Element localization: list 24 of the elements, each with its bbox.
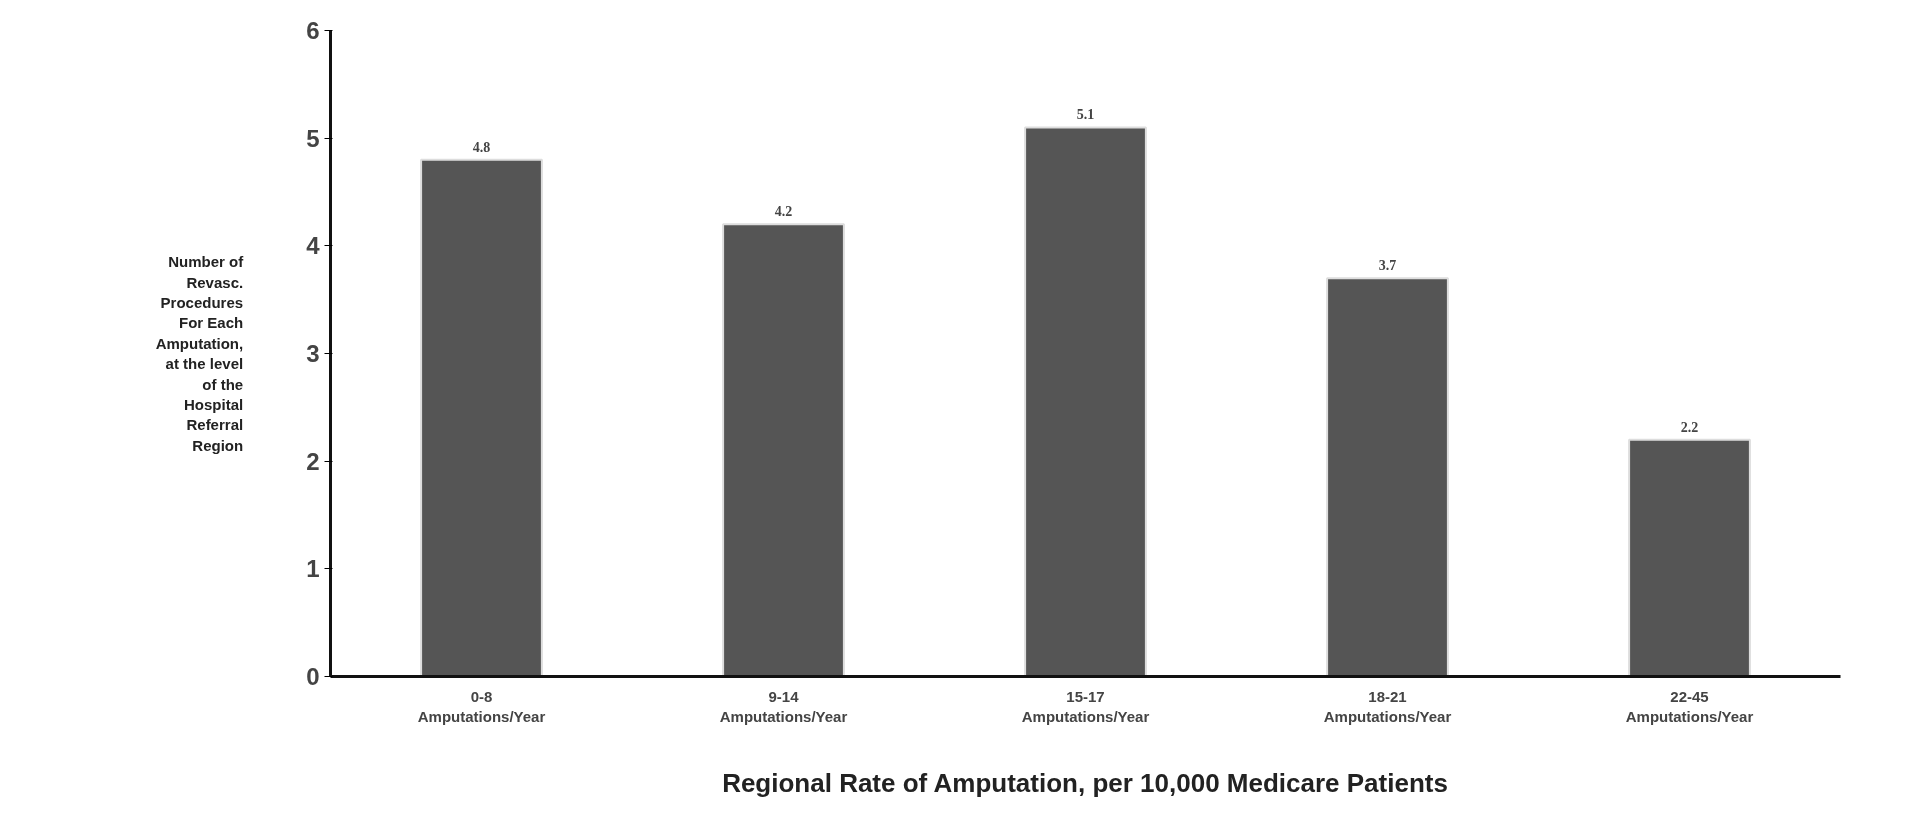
y-tick-label: 0 xyxy=(306,663,320,690)
data-label: 5.1 xyxy=(1076,107,1095,123)
data-label: 4.2 xyxy=(774,204,793,220)
text: Number of Revasc. Procedures For Each Amputation, at the level of the Hospital Referral Region xyxy=(155,253,244,454)
data-label: 4.8 xyxy=(472,139,491,155)
x-tick-label: 9-14 Amputations/Year xyxy=(719,687,848,725)
data-label: 2.2 xyxy=(1680,419,1699,435)
x-tick-label: 18-21 Amputations/Year xyxy=(1323,687,1452,725)
bar xyxy=(1326,277,1449,677)
y-tick-label: 4 xyxy=(306,232,321,260)
bar xyxy=(1024,126,1147,677)
y-tick-label: 5 xyxy=(306,124,320,152)
y-tick-label: 2 xyxy=(306,447,320,475)
bar xyxy=(420,158,543,677)
x-tick-label: 15-17 Amputations/Year xyxy=(1021,687,1150,725)
x-tick-label: 0-8 Amputations/Year xyxy=(417,687,546,725)
x-axis-title: Regional Rate of Amputation, per 10,000 Medicare Patients xyxy=(722,767,1448,798)
bar xyxy=(722,223,845,677)
x-tick-label: 22-45 Amputations/Year xyxy=(1625,687,1754,725)
bar xyxy=(1628,438,1751,677)
y-tick-label: 6 xyxy=(306,17,320,44)
y-tick-label: 3 xyxy=(306,340,320,367)
data-label: 3.7 xyxy=(1378,258,1397,274)
y-tick-label: 1 xyxy=(306,555,320,583)
